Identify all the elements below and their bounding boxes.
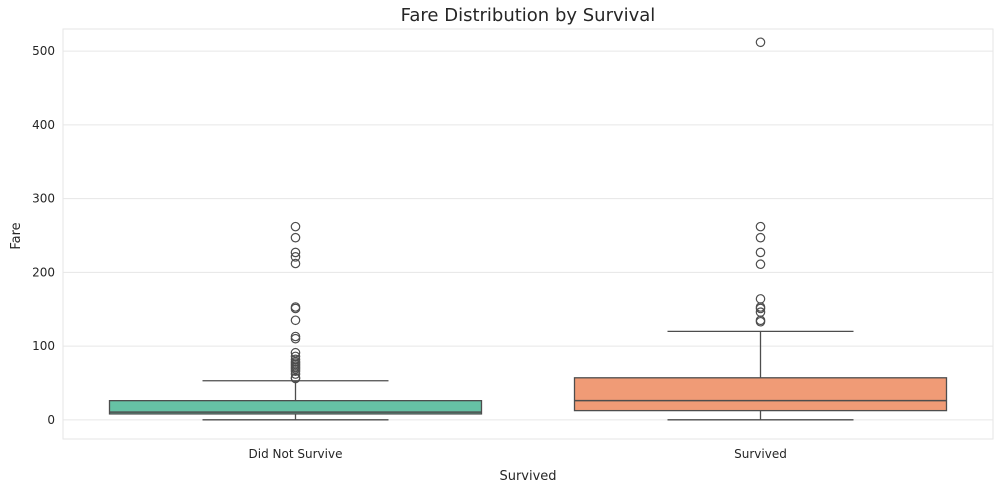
outlier-1-1 xyxy=(755,221,766,232)
box-0 xyxy=(108,221,483,421)
outlier-1-7 xyxy=(755,303,766,314)
outlier-0-0 xyxy=(290,221,301,232)
x-axis-ticks: Did Not Survive Survived xyxy=(249,447,787,461)
y-tick-label-100: 100 xyxy=(32,339,55,353)
outlier-1-4 xyxy=(755,259,766,270)
outlier-0-19 xyxy=(290,366,301,376)
y-tick-label-400: 400 xyxy=(32,118,55,132)
outlier-0-7 xyxy=(290,315,301,326)
outlier-1-2 xyxy=(755,232,766,243)
y-tick-label-0: 0 xyxy=(47,413,55,427)
outlier-0-2 xyxy=(290,247,301,258)
x-tick-label-1: Survived xyxy=(734,447,787,461)
plot-area xyxy=(62,28,994,440)
chart-title: Fare Distribution by Survival xyxy=(401,5,656,26)
box-1 xyxy=(573,37,948,421)
y-axis-ticks: 0 100 200 300 400 500 xyxy=(32,44,55,427)
y-tick-label-200: 200 xyxy=(32,265,55,279)
box-series xyxy=(108,37,948,421)
outlier-1-10 xyxy=(755,316,766,327)
outlier-0-9 xyxy=(290,333,301,344)
y-tick-label-300: 300 xyxy=(32,192,55,206)
x-axis-label: Survived xyxy=(499,469,556,484)
outlier-0-6 xyxy=(290,303,301,314)
outlier-1-0 xyxy=(755,37,766,48)
iqr-box-0 xyxy=(108,400,483,415)
outlier-0-1 xyxy=(290,232,301,243)
y-tick-label-500: 500 xyxy=(32,44,55,58)
iqr-box-1 xyxy=(573,377,948,412)
outlier-1-3 xyxy=(755,247,766,258)
y-axis-label: Fare xyxy=(9,222,24,249)
outlier-0-22 xyxy=(290,373,301,384)
outlier-0-4 xyxy=(290,258,301,269)
outlier-0-3 xyxy=(290,252,301,262)
x-tick-label-0: Did Not Survive xyxy=(249,447,343,461)
outlier-0-20 xyxy=(290,369,301,379)
